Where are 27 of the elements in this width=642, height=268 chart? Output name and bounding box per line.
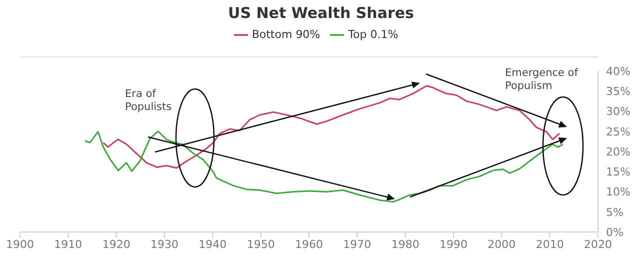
x-tick-label: 1950: [246, 238, 275, 251]
y-tick-label: 40%: [606, 64, 630, 78]
y-tick-label: 20%: [606, 145, 630, 158]
x-tick-label: 1900: [6, 238, 34, 251]
y-tick-label: 10%: [606, 186, 630, 199]
y-tick-label: 0%: [606, 226, 624, 239]
y-tick-label: 30%: [606, 105, 630, 118]
annotation: Era of Populists: [125, 88, 173, 114]
legend-label: Top 0.1%: [348, 28, 398, 42]
x-tick-label: 2010: [536, 238, 564, 251]
y-tick-label: 25%: [606, 125, 630, 138]
y-tick-label: 35%: [606, 85, 630, 98]
x-tick-label: 2020: [584, 238, 612, 251]
x-tick-label: 1960: [295, 238, 323, 251]
x-tick-label: 1930: [150, 238, 178, 251]
y-tick-label: 15%: [606, 166, 630, 179]
y-tick-label: 5%: [606, 206, 624, 219]
x-tick-label: 2000: [488, 238, 516, 251]
annotation: Emergence of Populism: [505, 67, 580, 93]
x-tick-label: 1980: [391, 238, 420, 251]
chart-title: US Net Wealth Shares: [227, 4, 415, 22]
x-tick-label: 1920: [102, 238, 130, 251]
legend-label: Bottom 90%: [252, 28, 320, 42]
x-tick-label: 1940: [198, 238, 227, 251]
x-tick-label: 1990: [440, 238, 468, 251]
x-tick-label: 1970: [343, 238, 372, 251]
x-tick-label: 1910: [54, 238, 82, 251]
